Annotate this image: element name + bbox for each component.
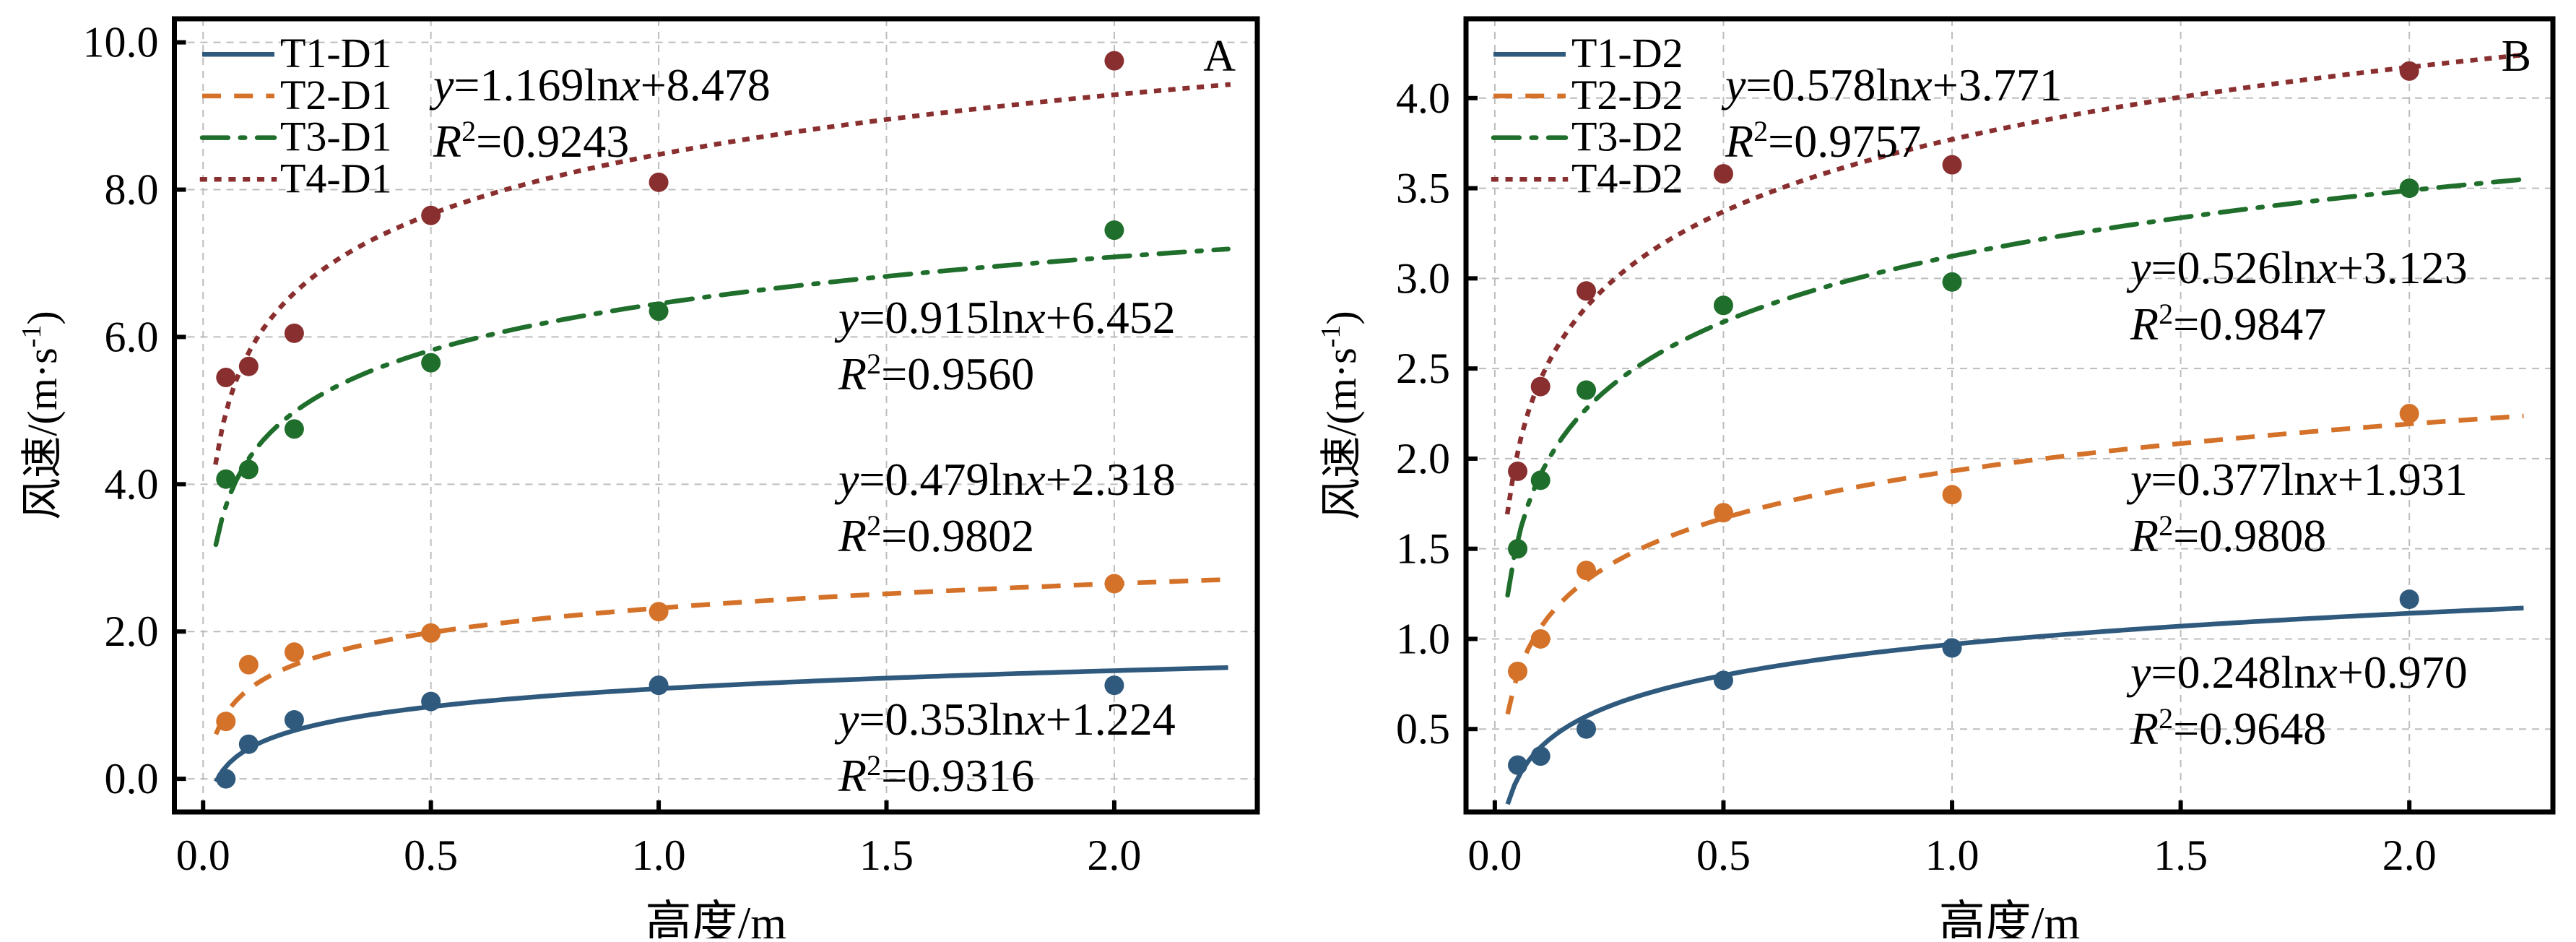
svg-text:高度/m: 高度/m	[1939, 897, 2081, 938]
svg-text:y=0.248lnx+0.970: y=0.248lnx+0.970	[2126, 647, 2468, 698]
svg-text:0.0: 0.0	[1467, 831, 1522, 879]
svg-text:A: A	[1203, 32, 1236, 81]
svg-text:1.0: 1.0	[1396, 615, 1450, 662]
svg-text:T1-D2: T1-D2	[1571, 30, 1683, 77]
svg-text:T4-D2: T4-D2	[1571, 155, 1683, 202]
svg-text:2.0: 2.0	[1087, 831, 1141, 879]
svg-text:T3-D1: T3-D1	[280, 113, 392, 160]
svg-text:1.0: 1.0	[1925, 831, 1979, 879]
svg-text:B: B	[2502, 32, 2531, 81]
svg-text:y=0.526lnx+3.123: y=0.526lnx+3.123	[2126, 242, 2468, 293]
svg-text:2.0: 2.0	[2382, 831, 2437, 879]
svg-text:T4-D1: T4-D1	[280, 155, 392, 202]
svg-text:0.5: 0.5	[1396, 705, 1450, 753]
svg-text:10.0: 10.0	[83, 19, 159, 66]
svg-text:T2-D2: T2-D2	[1571, 72, 1683, 118]
svg-text:高度/m: 高度/m	[645, 897, 786, 938]
svg-text:T2-D1: T2-D1	[280, 72, 392, 118]
svg-text:2.0: 2.0	[105, 608, 159, 655]
svg-text:y=0.479lnx+2.318: y=0.479lnx+2.318	[834, 454, 1176, 505]
svg-text:3.5: 3.5	[1396, 165, 1450, 212]
svg-text:y=1.169lnx+8.478: y=1.169lnx+8.478	[429, 59, 771, 111]
svg-text:y=0.377lnx+1.931: y=0.377lnx+1.931	[2126, 454, 2468, 505]
svg-text:2.5: 2.5	[1396, 345, 1450, 392]
svg-text:1.5: 1.5	[2154, 831, 2208, 879]
svg-text:1.5: 1.5	[859, 831, 914, 879]
svg-text:T3-D2: T3-D2	[1571, 113, 1683, 160]
svg-text:1.0: 1.0	[632, 831, 686, 879]
svg-text:6.0: 6.0	[105, 313, 159, 360]
svg-text:y=0.578lnx+3.771: y=0.578lnx+3.771	[1721, 59, 2063, 111]
svg-text:0.0: 0.0	[176, 831, 230, 879]
svg-text:3.0: 3.0	[1396, 254, 1450, 302]
svg-text:4.0: 4.0	[105, 460, 159, 508]
svg-text:y=0.353lnx+1.224: y=0.353lnx+1.224	[834, 693, 1176, 745]
svg-text:0.5: 0.5	[1696, 831, 1751, 879]
svg-text:y=0.915lnx+6.452: y=0.915lnx+6.452	[834, 292, 1176, 343]
svg-text:2.0: 2.0	[1396, 435, 1450, 483]
svg-text:1.5: 1.5	[1396, 525, 1450, 573]
svg-text:0.0: 0.0	[105, 755, 159, 803]
svg-text:T1-D1: T1-D1	[280, 30, 392, 77]
svg-text:0.5: 0.5	[404, 831, 458, 879]
svg-text:8.0: 8.0	[105, 166, 159, 214]
svg-text:4.0: 4.0	[1396, 74, 1450, 122]
